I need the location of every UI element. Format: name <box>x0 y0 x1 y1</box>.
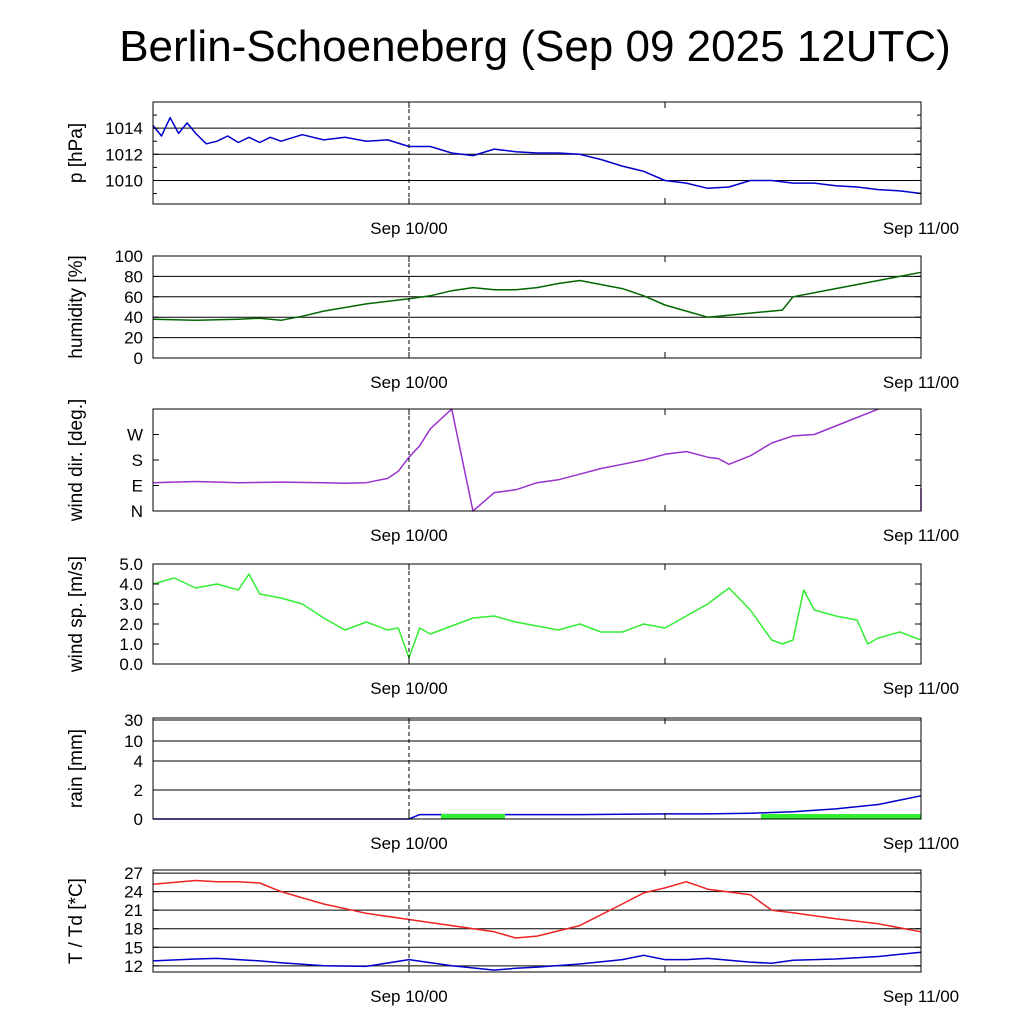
y-tick-label: 80 <box>124 267 143 286</box>
y-tick-label: 18 <box>124 920 143 939</box>
y-tick-label: 10 <box>124 732 143 751</box>
y-tick-label: 0 <box>134 349 143 368</box>
x-tick-label: Sep 10/00 <box>370 526 448 545</box>
series-line <box>153 795 922 820</box>
y-tick-label: 2.0 <box>119 615 143 634</box>
panel-frame <box>152 255 922 359</box>
y-tick-label: E <box>132 477 143 496</box>
y-tick-label: 1.0 <box>119 635 143 654</box>
y-tick-label: 0.0 <box>119 655 143 674</box>
y-tick-label: 1012 <box>105 145 143 164</box>
x-tick-label: Sep 11/00 <box>883 373 959 392</box>
panel-frame <box>152 563 922 665</box>
y-tick-label: 1010 <box>105 171 143 190</box>
y-axis-label: p [hPa] <box>66 123 87 183</box>
y-tick-label: W <box>127 426 143 445</box>
panel-frame <box>152 717 922 820</box>
y-axis-label: wind sp. [m/s] <box>66 556 87 673</box>
rain-bar <box>825 814 921 819</box>
x-tick-label: Sep 10/00 <box>370 679 448 698</box>
series-line <box>152 408 922 512</box>
y-tick-label: 40 <box>124 308 143 327</box>
y-axis-label: rain [mm] <box>66 729 87 808</box>
y-axis-label: T / Td [*C] <box>66 878 87 964</box>
rain-bar <box>761 814 825 819</box>
x-tick-label: Sep 10/00 <box>370 987 448 1006</box>
y-tick-label: 27 <box>124 864 143 883</box>
x-tick-label: Sep 10/00 <box>370 373 448 392</box>
chart-title: Berlin-Schoeneberg (Sep 09 2025 12UTC) <box>119 22 951 71</box>
y-tick-label: 1014 <box>105 119 143 138</box>
panel-frame <box>152 869 922 973</box>
x-tick-label: Sep 11/00 <box>883 834 959 853</box>
x-tick-label: Sep 11/00 <box>883 679 959 698</box>
y-tick-label: N <box>131 502 143 521</box>
y-tick-label: 2 <box>134 781 143 800</box>
rain-bar <box>441 814 505 819</box>
y-tick-label: 21 <box>124 901 143 920</box>
series-line <box>152 271 922 322</box>
y-tick-label: 60 <box>124 288 143 307</box>
series-line-td <box>152 951 922 971</box>
y-tick-label: 4 <box>134 752 143 771</box>
y-tick-label: 20 <box>124 329 143 348</box>
series-line <box>152 573 922 659</box>
y-tick-label: 4.0 <box>119 575 143 594</box>
y-tick-label: 0 <box>134 810 143 829</box>
panel-5: 0 2 410 30 Sep 10/00 Sep 11/00 rain [mm] <box>66 711 959 853</box>
y-axis-label: wind dir. [deg.] <box>66 399 87 523</box>
y-tick-label: 5.0 <box>119 555 143 574</box>
y-tick-label: 12 <box>124 957 143 976</box>
x-tick-label: Sep 10/00 <box>370 219 448 238</box>
panel-1: 1010 1012 1014 Sep 10/00 Sep 11/00 p [hPa] <box>66 101 959 238</box>
y-tick-label: 3.0 <box>119 595 143 614</box>
panel-4: 0.01.02.03.04.05.0 Sep 10/00 Sep 11/00 wind… <box>66 555 959 698</box>
y-tick-label: 24 <box>124 883 143 902</box>
x-tick-label: Sep 10/00 <box>370 834 448 853</box>
series-line <box>152 116 922 195</box>
y-tick-label: S <box>132 451 143 470</box>
y-tick-label: 15 <box>124 938 143 957</box>
panel-frame <box>152 101 922 205</box>
x-tick-label: Sep 11/00 <box>883 987 959 1006</box>
y-axis-label: humidity [%] <box>66 255 87 358</box>
panel-frame <box>152 408 922 512</box>
y-tick-label: 100 <box>115 247 143 266</box>
x-tick-label: Sep 11/00 <box>883 526 959 545</box>
series-line-t <box>152 879 922 939</box>
x-tick-label: Sep 11/00 <box>883 219 959 238</box>
y-tick-label: 30 <box>124 711 143 730</box>
